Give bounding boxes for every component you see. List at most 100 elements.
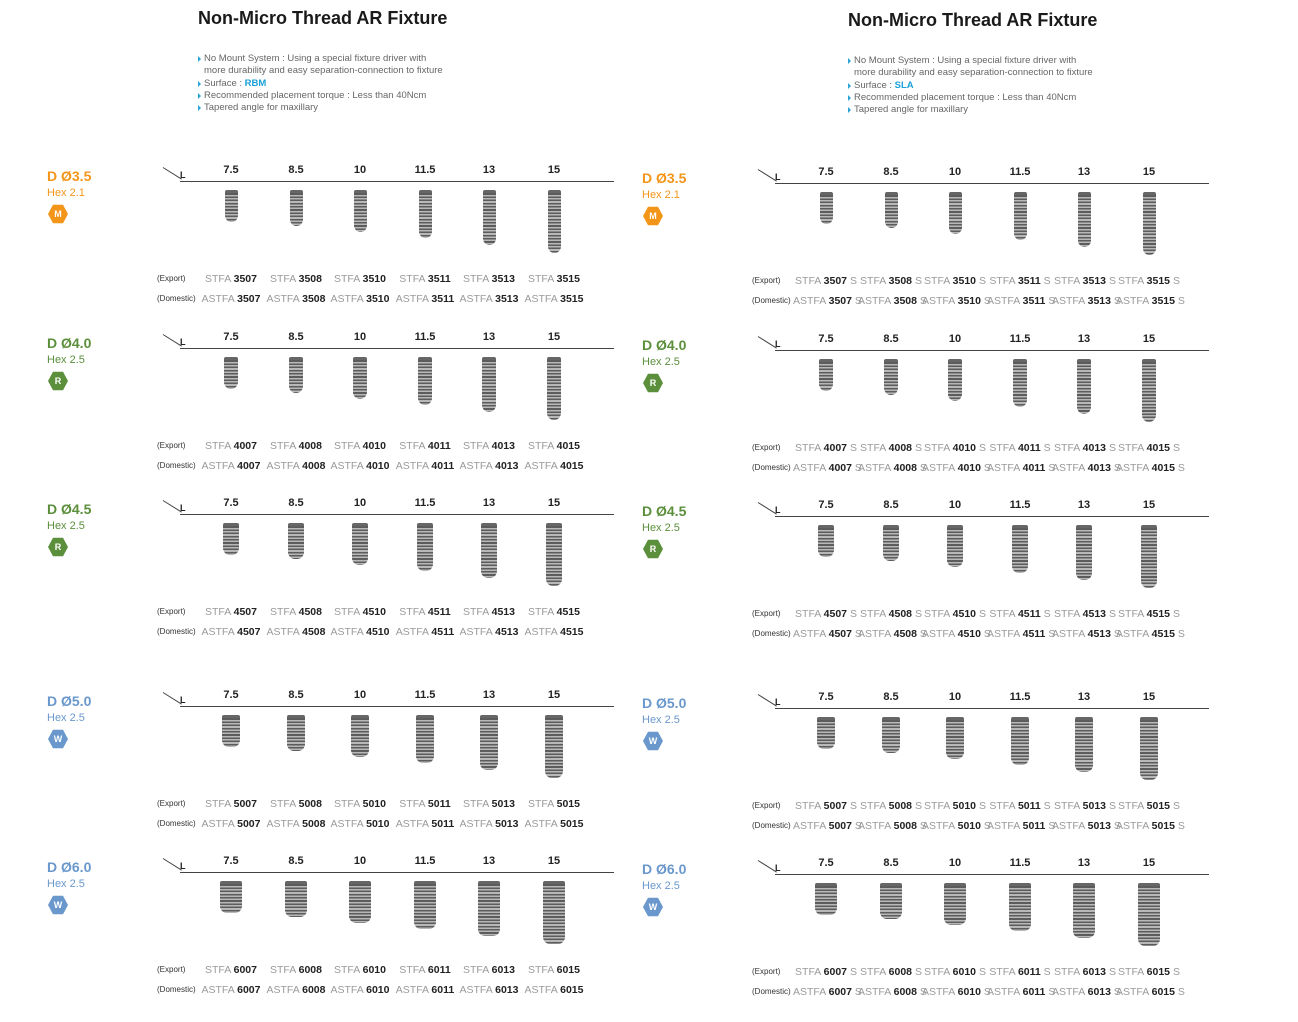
length-value: 10 [353,331,367,343]
code-suffix: S [1177,986,1185,998]
implant-fixture-image [220,881,242,913]
code-number: 5013 [1082,800,1107,812]
implant-fixture-image [289,190,303,226]
export-product-code: STFA 5013 [456,798,522,810]
export-row-label: (Export) [157,607,186,616]
code-number: 4013 [491,440,515,452]
code-prefix: STFA [463,440,489,452]
length-value: 13 [482,689,496,701]
code-prefix: ASTFA [459,293,493,305]
implant-fixture-image [1013,359,1027,407]
code-number: 4511 [1017,608,1041,620]
implant-fixture-image [944,883,966,925]
length-value: 11.5 [1009,691,1031,703]
code-prefix: STFA [860,275,886,287]
length-value: 7.5 [223,689,239,701]
code-number: 6010 [362,964,386,976]
code-prefix: ASTFA [987,295,1020,307]
length-value: 10 [948,333,962,345]
code-number: 6011 [1017,966,1041,978]
domestic-product-code: ASTFA 5008 S [858,820,927,832]
length-axis-label: L [775,172,781,182]
code-prefix: ASTFA [459,626,493,638]
implant-fixture-image [353,357,367,399]
domestic-product-code: ASTFA 4011 S [987,462,1055,474]
domestic-product-code: ASTFA 3515 [521,293,587,305]
export-product-code: STFA 5015 S [1116,800,1182,812]
code-number: 4013 [1082,442,1107,454]
domestic-product-code: ASTFA 4013 [456,460,522,472]
header-rule [180,348,614,349]
code-number: 6011 [427,964,451,976]
length-value: 8.5 [883,499,899,511]
code-number: 5010 [366,818,390,830]
code-suffix: S [1108,275,1116,287]
code-prefix: STFA [924,608,950,620]
code-suffix: S [919,462,927,474]
length-value: 10 [948,166,962,178]
code-prefix: STFA [270,798,296,810]
code-prefix: STFA [1054,800,1080,812]
export-row-label: (Export) [752,801,781,810]
header-rule [775,708,1209,709]
code-number: 6010 [952,966,977,978]
length-axis-label: L [180,503,186,513]
code-prefix: ASTFA [395,626,429,638]
platform-hex-badge: R [48,537,68,557]
diameter-label: D Ø5.0 [47,693,92,709]
implant-fixture-image [545,715,563,778]
hex-size-label: Hex 2.5 [47,712,85,724]
export-product-code: STFA 3510 [327,273,393,285]
domestic-product-code: ASTFA 4511 S [987,628,1055,640]
diameter-label: D Ø4.0 [642,337,687,353]
code-number: 6015 [1151,986,1175,998]
code-suffix: S [849,442,857,454]
length-header: L [160,334,614,349]
domestic-product-code: ASTFA 4510 [327,626,393,638]
feature-bullet: No Mount System : Using a special fixtur… [198,53,443,65]
code-prefix: ASTFA [793,820,826,832]
code-suffix: S [1177,820,1185,832]
implant-fixture-image [1013,192,1027,240]
domestic-product-code: ASTFA 4015 [521,460,587,472]
export-product-code: STFA 3511 S [987,275,1053,287]
domestic-product-code: ASTFA 6008 [263,984,329,996]
code-prefix: STFA [989,800,1016,812]
export-product-code: STFA 3513 [456,273,522,285]
length-value: 13 [482,331,496,343]
implant-fixture-image [882,717,900,753]
code-number: 4511 [1022,628,1046,640]
code-number: 4515 [1146,608,1171,620]
code-prefix: STFA [270,606,296,618]
code-prefix: STFA [795,966,821,978]
code-prefix: ASTFA [793,462,826,474]
domestic-row-label: (Domestic) [157,461,196,470]
platform-hex-badge: M [48,204,68,224]
domestic-row-label: (Domestic) [157,627,196,636]
length-value: 13 [1077,691,1091,703]
hex-size-label: Hex 2.5 [47,354,85,366]
code-suffix: S [1172,800,1180,812]
code-number: 4013 [1087,462,1111,474]
implant-fixture-image [481,523,497,578]
code-suffix: S [1043,966,1051,978]
code-suffix: S [854,820,862,832]
implant-fixture-image [1141,525,1157,588]
code-prefix: ASTFA [858,628,891,640]
code-prefix: ASTFA [330,460,364,472]
export-product-code: STFA 6013 S [1052,966,1118,978]
code-number: 4015 [560,460,584,472]
export-product-code: STFA 4510 S [922,608,988,620]
implant-fixture-image [546,523,562,586]
export-product-code: STFA 4510 [327,606,393,618]
domestic-product-code: ASTFA 5013 [456,818,522,830]
code-prefix: ASTFA [1116,295,1149,307]
code-number: 6007 [233,964,257,976]
export-product-code: STFA 4015 [521,440,587,452]
header-rule [180,706,614,707]
code-number: 5008 [893,820,917,832]
code-number: 5013 [1087,820,1111,832]
code-number: 4513 [491,606,515,618]
code-suffix: S [1172,275,1180,287]
code-number: 4011 [1017,442,1041,454]
